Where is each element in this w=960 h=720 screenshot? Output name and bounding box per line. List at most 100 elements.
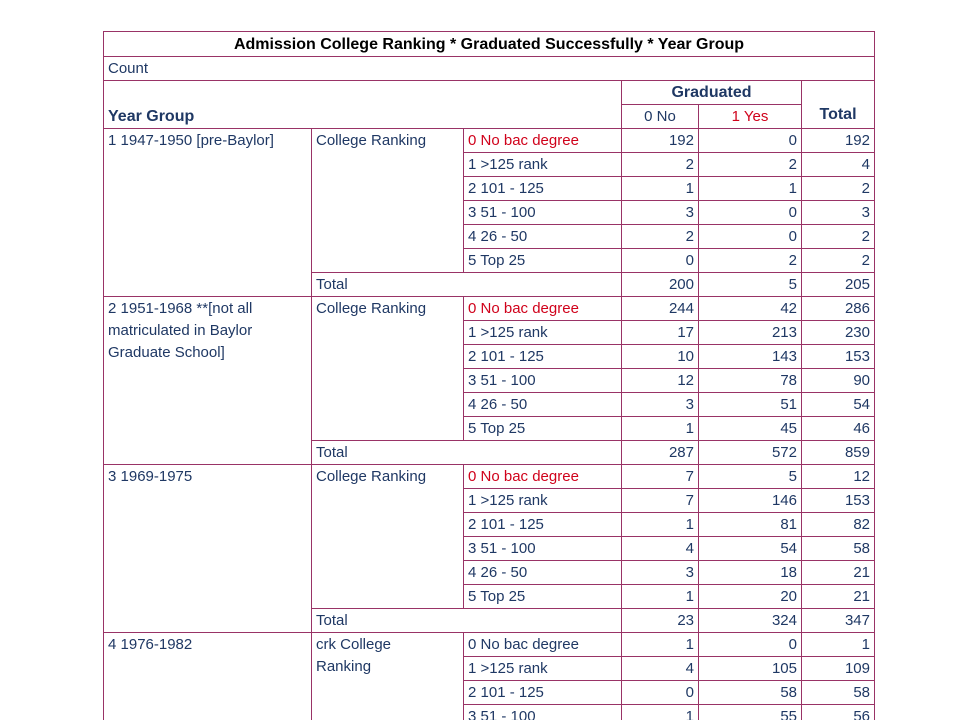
category-cell: 0 No bac degree — [463, 296, 622, 321]
category-cell: 4 26 - 50 — [463, 560, 622, 585]
table-row: 4 1976-1982 crk College Ranking 0 No bac… — [103, 632, 875, 720]
count-cell-no: 3 — [621, 200, 699, 225]
count-cell-no: 3 — [621, 560, 699, 585]
header-row-values: 0 No 1 Yes — [104, 104, 875, 129]
count-cell-no: 4 — [621, 536, 699, 561]
count-cell-no: 1 — [621, 584, 699, 609]
category-cell: 2 101 - 125 — [463, 512, 622, 537]
count-cell-total: 82 — [801, 512, 875, 537]
category-cell: 5 Top 25 — [463, 248, 622, 273]
count-cell-yes: 143 — [698, 344, 802, 369]
category-cell: 2 101 - 125 — [463, 176, 622, 201]
count-cell-total: 2 — [801, 248, 875, 273]
total-row-label: Total — [311, 608, 622, 633]
count-cell-total: 46 — [801, 416, 875, 441]
count-cell-yes: 20 — [698, 584, 802, 609]
count-cell-no: 1 — [621, 704, 699, 720]
table-row: 3 51 - 100 3 0 3 — [104, 200, 875, 225]
count-cell-yes: 0 — [698, 224, 802, 249]
year-group-cell: 1 1947-1950 [pre-Baylor] — [103, 128, 312, 297]
table-row: 1 1947-1950 [pre-Baylor] College Ranking… — [103, 128, 875, 297]
count-cell-yes: 81 — [698, 512, 802, 537]
year-group-cell: 3 1969-1975 — [103, 464, 312, 633]
count-cell-total: 859 — [801, 440, 875, 465]
count-cell-yes: 572 — [698, 440, 802, 465]
count-cell-no: 1 — [621, 416, 699, 441]
ranking-label-cell: College Ranking — [311, 464, 464, 609]
table-title: Admission College Ranking * Graduated Su… — [103, 31, 875, 57]
count-cell-yes: 2 — [698, 152, 802, 177]
category-cell: 0 No bac degree — [463, 128, 622, 153]
category-cell: 3 51 - 100 — [463, 368, 622, 393]
total-header: Total — [801, 80, 875, 129]
count-cell-no: 1 — [621, 176, 699, 201]
count-cell-no: 0 — [621, 680, 699, 705]
count-cell-yes: 0 — [698, 632, 802, 657]
count-cell-yes: 324 — [698, 608, 802, 633]
count-cell-total: 56 — [801, 704, 875, 720]
count-cell-total: 153 — [801, 488, 875, 513]
category-cell: 0 No bac degree — [463, 632, 622, 657]
graduated-yes-header: 1 Yes — [698, 104, 802, 129]
year-group-header: Year Group — [103, 80, 622, 129]
count-cell-total: 4 — [801, 152, 875, 177]
category-cell: 3 51 - 100 — [463, 704, 622, 720]
count-cell-no: 1 — [621, 632, 699, 657]
count-cell-total: 21 — [801, 560, 875, 585]
category-cell: 4 26 - 50 — [463, 224, 622, 249]
count-cell-no: 17 — [621, 320, 699, 345]
table-row: 4 26 - 50 3 18 21 — [104, 560, 875, 585]
count-cell-yes: 213 — [698, 320, 802, 345]
count-cell-total: 54 — [801, 392, 875, 417]
count-cell-yes: 51 — [698, 392, 802, 417]
group-total-row: Total 287 572 859 — [104, 440, 875, 465]
table-row: 5 Top 25 1 20 21 — [104, 584, 875, 609]
count-cell-total: 90 — [801, 368, 875, 393]
category-cell: 1 >125 rank — [463, 152, 622, 177]
count-cell-yes: 78 — [698, 368, 802, 393]
count-cell-yes: 5 — [698, 272, 802, 297]
group-total-row: Total 200 5 205 — [104, 272, 875, 297]
count-cell-total: 3 — [801, 200, 875, 225]
count-cell-yes: 2 — [698, 248, 802, 273]
count-cell-total: 230 — [801, 320, 875, 345]
count-cell-yes: 45 — [698, 416, 802, 441]
year-group-cell: 2 1951-1968 **[not all matriculated in B… — [103, 296, 312, 465]
count-cell-no: 7 — [621, 464, 699, 489]
count-cell-no: 10 — [621, 344, 699, 369]
count-cell-total: 205 — [801, 272, 875, 297]
count-cell-no: 23 — [621, 608, 699, 633]
count-cell-yes: 146 — [698, 488, 802, 513]
count-cell-total: 58 — [801, 536, 875, 561]
count-cell-no: 192 — [621, 128, 699, 153]
category-cell: 2 101 - 125 — [463, 344, 622, 369]
count-cell-total: 109 — [801, 656, 875, 681]
count-cell-no: 12 — [621, 368, 699, 393]
count-cell-no: 1 — [621, 512, 699, 537]
count-cell-yes: 105 — [698, 656, 802, 681]
crosstab-table: Admission College Ranking * Graduated Su… — [103, 31, 875, 720]
ranking-label-cell: crk College Ranking — [311, 632, 464, 720]
ranking-label-cell: College Ranking — [311, 296, 464, 441]
table-row: 3 1969-1975 College Ranking 0 No bac deg… — [103, 464, 875, 633]
count-cell-yes: 55 — [698, 704, 802, 720]
category-cell: 2 101 - 125 — [463, 680, 622, 705]
count-cell-total: 153 — [801, 344, 875, 369]
count-cell-no: 2 — [621, 224, 699, 249]
count-cell-yes: 1 — [698, 176, 802, 201]
count-cell-total: 1 — [801, 632, 875, 657]
category-cell: 1 >125 rank — [463, 488, 622, 513]
count-cell-no: 0 — [621, 248, 699, 273]
table-row: 3 51 - 100 12 78 90 — [104, 368, 875, 393]
count-cell-no: 2 — [621, 152, 699, 177]
category-cell: 1 >125 rank — [463, 656, 622, 681]
count-cell-yes: 58 — [698, 680, 802, 705]
total-row-label: Total — [311, 272, 622, 297]
year-group-cell: 4 1976-1982 — [103, 632, 312, 720]
count-cell-total: 21 — [801, 584, 875, 609]
category-cell: 0 No bac degree — [463, 464, 622, 489]
table-row: 3 51 - 100 1 55 56 — [104, 704, 875, 720]
count-cell-yes: 42 — [698, 296, 802, 321]
group-total-row: Total 23 324 347 — [104, 608, 875, 633]
